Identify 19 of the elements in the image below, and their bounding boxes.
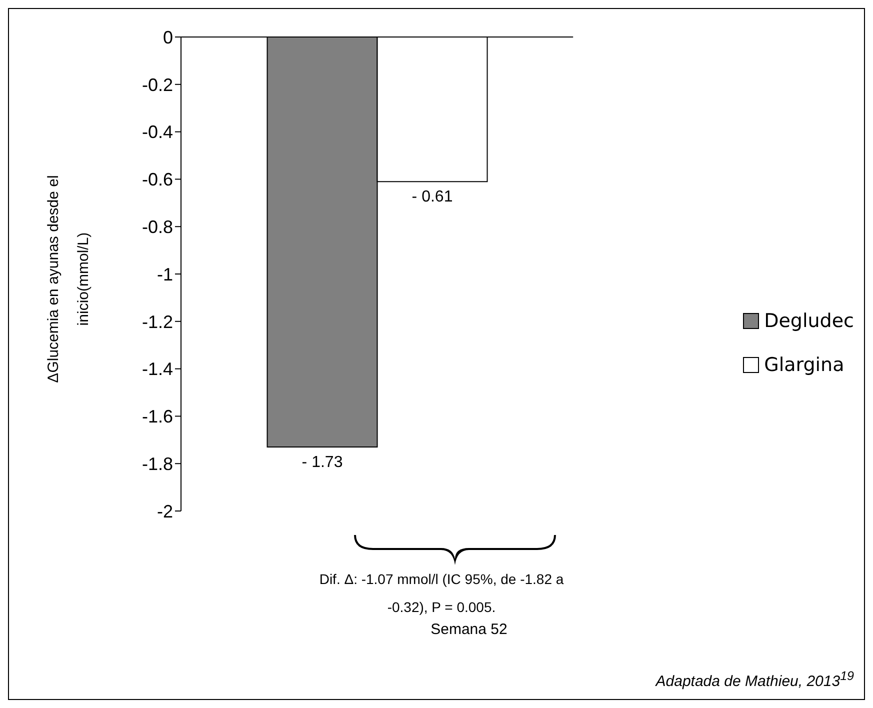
y-tick-label: -0.8 [142,216,173,237]
y-tick-label: -1.4 [142,359,173,380]
y-tick-label: -1 [156,264,173,284]
legend-label: Glargina [764,354,844,376]
y-tick-label: 0 [162,27,173,48]
text: Semana 52 [430,621,508,638]
y-axis-title: ΔGlucemia en ayunas desde el inicio(mmol/L) [44,174,93,385]
data-label: - 0.61 [412,188,453,206]
text: Adaptada de Mathieu, 2013$^{19}$ [656,669,854,690]
data-label: - 1.73 [302,454,343,472]
y-tick-label: -0.2 [142,74,173,95]
y-tick-label: -0.6 [142,170,173,190]
text: Dif. Δ: -1.07 mmol/l (IC 95%, de -1.82 a -0.32), P = 0.005. [319,571,564,615]
y-tick-label: -2 [156,501,173,522]
y-tick-label: -1.2 [142,312,173,332]
y-tick-label: -0.4 [142,122,173,142]
y-tick-label: -1.8 [142,454,173,474]
legend-label: Degludec [764,310,854,332]
y-tick-label: -1.6 [142,406,173,427]
